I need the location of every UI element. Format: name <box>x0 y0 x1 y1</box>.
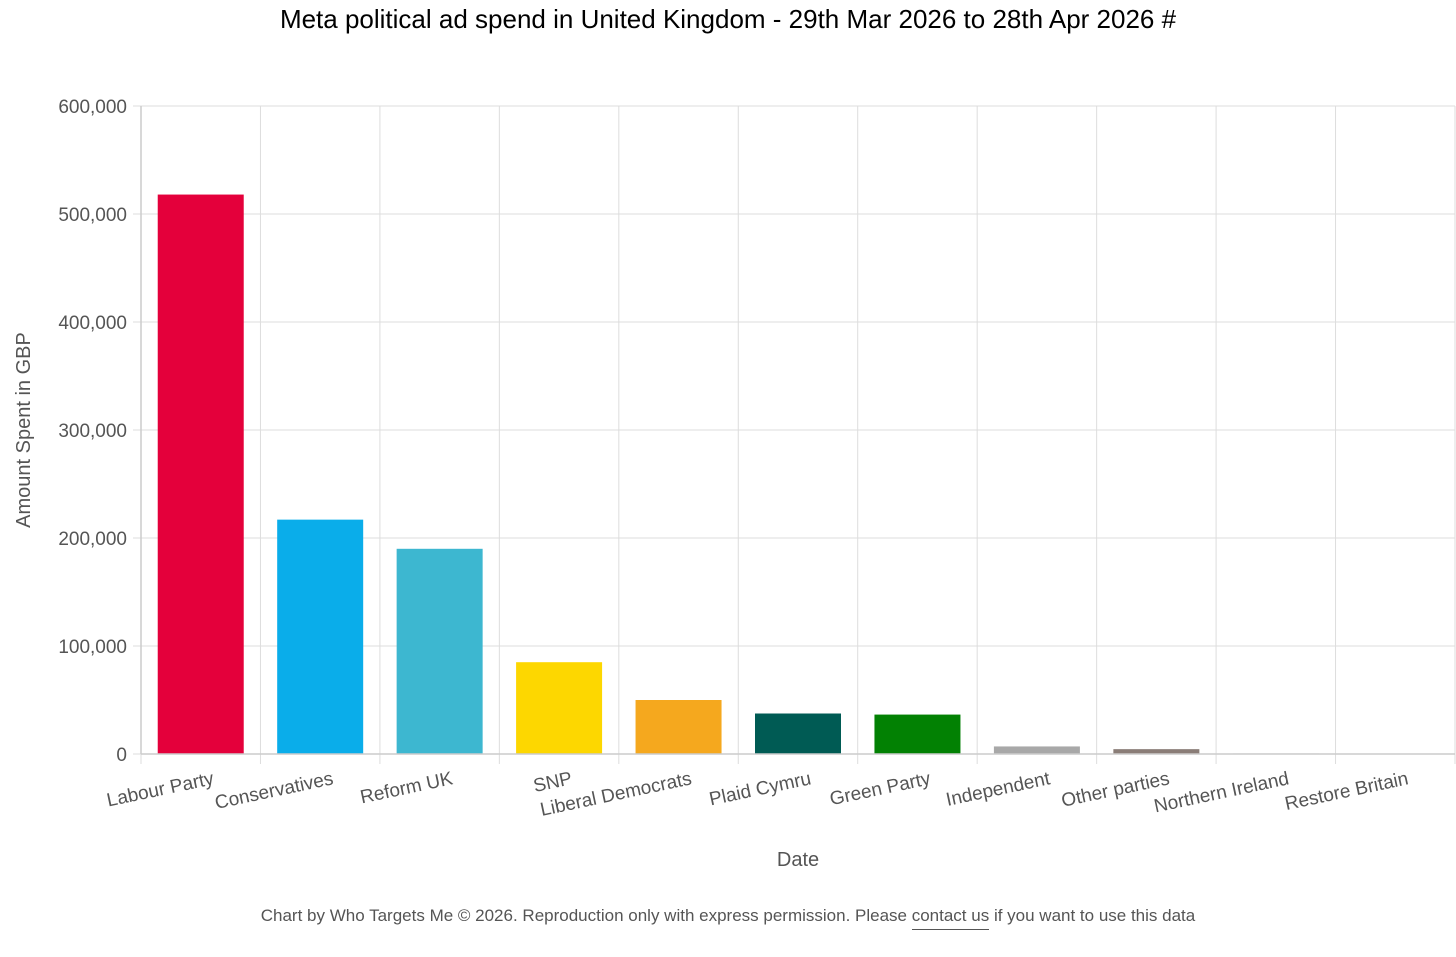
y-axis-label: Amount Spent in GBP <box>13 332 35 528</box>
x-tick-label: Restore Britain <box>1283 768 1410 815</box>
contact-us-link[interactable]: contact us <box>911 906 990 930</box>
bar-liberal-democrats[interactable] <box>635 700 722 754</box>
bar-chart: 0 100,000 200,000 300,000 400,000 500,000 600,… <box>13 97 1456 871</box>
x-tick-label: Conservatives <box>213 768 335 814</box>
x-tick-label: Northern Ireland <box>1152 768 1291 817</box>
bar-green-party[interactable] <box>874 714 961 754</box>
bar-labour-party[interactable] <box>157 194 244 754</box>
y-tick-label: 200,000 <box>58 529 127 550</box>
y-tick-label: 400,000 <box>58 313 127 334</box>
y-tick-label: 600,000 <box>58 97 127 118</box>
x-tick-label: Independent <box>944 768 1052 811</box>
y-tick-label: 500,000 <box>58 205 127 226</box>
x-tick-label: Reform UK <box>358 768 455 808</box>
y-tick-label: 0 <box>116 745 127 766</box>
footer: Chart by Who Targets Me © 2026. Reproduc… <box>0 906 1456 930</box>
bars-layer <box>157 194 1439 755</box>
bar-conservatives[interactable] <box>277 519 364 754</box>
x-tick-label: Plaid Cymru <box>707 768 813 810</box>
y-tick-label: 300,000 <box>58 421 127 442</box>
x-tick-label: Green Party <box>828 768 933 810</box>
x-tick-label: SNP <box>532 768 575 797</box>
x-axis-label: Date <box>777 849 819 871</box>
bar-snp[interactable] <box>516 662 603 754</box>
axes-layer <box>140 106 1455 755</box>
bar-other-parties[interactable] <box>1113 749 1200 754</box>
chart-title: Meta political ad spend in United Kingdo… <box>279 4 1177 34</box>
x-tick-label: Labour Party <box>105 768 216 811</box>
bar-reform-uk[interactable] <box>396 548 483 754</box>
footer-text-suffix: if you want to use this data <box>989 906 1196 925</box>
bar-plaid-cymru[interactable] <box>755 713 841 755</box>
y-tick-labels: 0 100,000 200,000 300,000 400,000 500,000 600,… <box>58 97 127 766</box>
y-tick-label: 100,000 <box>58 637 127 658</box>
bar-independent[interactable] <box>993 746 1080 754</box>
footer-text-prefix: Chart by Who Targets Me © 2026. Reproduc… <box>260 906 912 925</box>
